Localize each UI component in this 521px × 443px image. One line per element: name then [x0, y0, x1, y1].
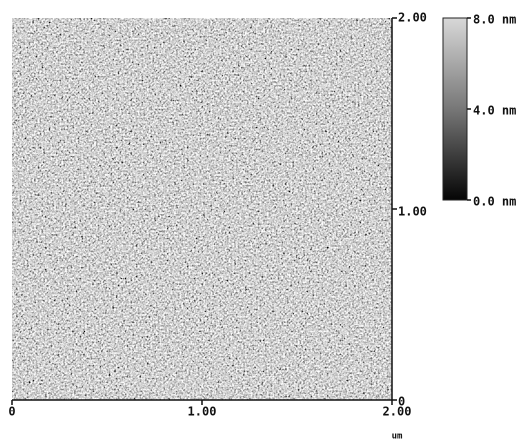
y-tick-label: 0: [398, 395, 405, 409]
y-tick-label: 1.00: [398, 205, 427, 219]
x-tick-label: 0: [8, 405, 15, 419]
colorbar-label: 8.0 nm: [473, 13, 516, 27]
colorbar: [442, 17, 468, 201]
y-tick-label: 2.00: [398, 11, 427, 25]
x-tick-label: 1.00: [188, 405, 217, 419]
colorbar-label: 4.0 nm: [473, 104, 516, 118]
height-map-texture: [12, 18, 392, 400]
x-unit: um: [392, 432, 403, 442]
x-tick-label: 2.00: [383, 405, 412, 419]
colorbar-label: 0.0 nm: [473, 195, 516, 209]
